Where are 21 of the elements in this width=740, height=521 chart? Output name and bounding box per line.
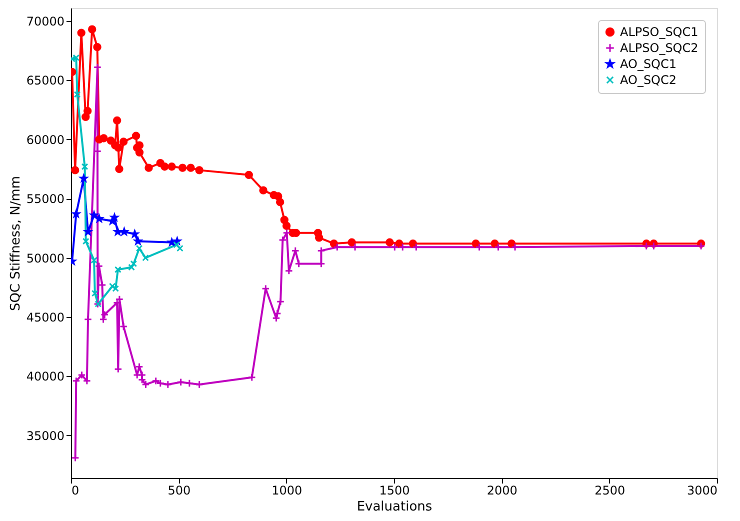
y-tick-label: 60000: [26, 132, 64, 147]
y-tick-label: 40000: [26, 370, 64, 384]
legend-label: ALPSO_SQC1: [620, 25, 698, 39]
y-tick-label: 50000: [26, 251, 64, 266]
x-tick-label: 0: [72, 484, 80, 498]
x-tick-label: 500: [168, 484, 191, 498]
y-tick-label: 35000: [26, 428, 64, 443]
y-tick-label: 55000: [26, 192, 64, 206]
x-tick-label: 1500: [379, 484, 410, 498]
legend-label: AO_SQC1: [620, 57, 677, 71]
x-tick-label: 1000: [272, 484, 302, 498]
x-tick-label: 2500: [594, 484, 626, 498]
y-tick-label: 70000: [26, 14, 64, 29]
legend-label: ALPSO_SQC2: [620, 41, 698, 55]
y-tick-label: 45000: [26, 310, 64, 324]
legend-label: AO_SQC2: [620, 73, 677, 87]
y-tick-label: 65000: [26, 74, 64, 88]
x-tick-label: 3000: [686, 484, 718, 498]
y-axis-title: SQC Stiffness, N/mm: [8, 176, 24, 312]
x-tick-label: 2000: [486, 484, 518, 498]
x-axis-title: Evaluations: [356, 500, 432, 514]
